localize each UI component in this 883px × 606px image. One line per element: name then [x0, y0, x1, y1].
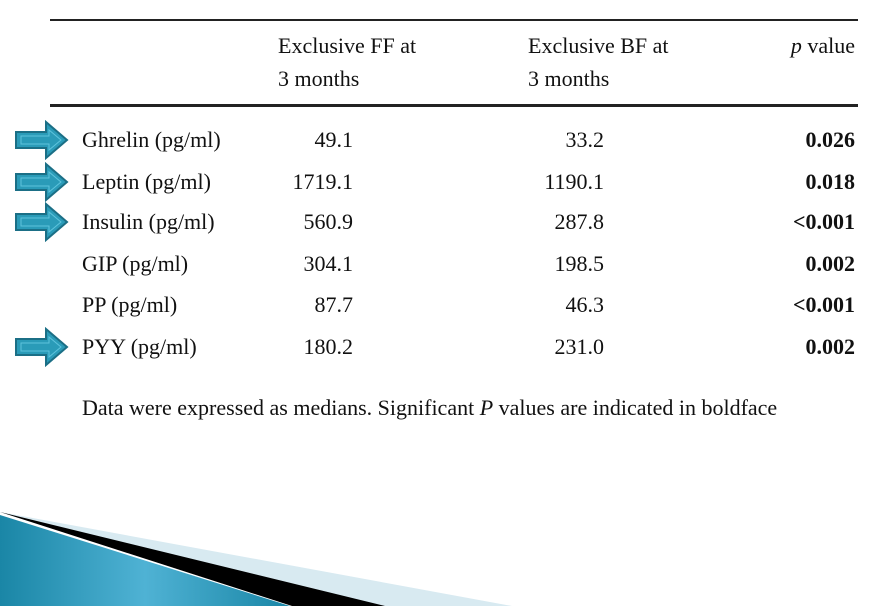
bf-value: 287.8 — [554, 209, 605, 234]
p-value: 0.026 — [805, 127, 856, 152]
header-p-rest: value — [801, 33, 855, 58]
arrow-right-icon — [15, 162, 69, 202]
p-value: 0.002 — [805, 334, 856, 359]
table-row: PYY (pg/ml) 180.2 231.0 0.002 — [0, 327, 883, 367]
row-label: PYY (pg/ml) — [82, 334, 197, 359]
row-label: GIP (pg/ml) — [82, 251, 189, 276]
bf-value: 231.0 — [554, 334, 605, 359]
decorative-blue-triangle — [0, 515, 290, 606]
p-value: 0.018 — [805, 169, 856, 194]
table-row: Insulin (pg/ml) 560.9 287.8 <0.001 — [0, 202, 883, 242]
footnote-text-end: values are indicated in boldface — [493, 395, 778, 420]
bf-value: 198.5 — [554, 251, 605, 276]
p-value: <0.001 — [792, 209, 855, 234]
row-label: Ghrelin (pg/ml) — [82, 127, 221, 152]
footnote-italic: P — [479, 395, 494, 420]
table-row: GIP (pg/ml) 304.1 198.5 0.002 — [0, 244, 883, 284]
p-value: <0.001 — [792, 292, 855, 317]
bf-value: 46.3 — [565, 292, 605, 317]
bf-value: 33.2 — [565, 127, 605, 152]
header-ff: Exclusive FF at 3 months — [278, 29, 416, 95]
ff-value: 1719.1 — [292, 169, 354, 194]
header-bf-line2: 3 months — [528, 66, 610, 91]
header-ff-line1: Exclusive FF at — [278, 33, 417, 58]
table-top-rule — [50, 19, 858, 21]
row-label: Insulin (pg/ml) — [82, 209, 215, 234]
table-row: Ghrelin (pg/ml) 49.1 33.2 0.026 — [0, 120, 883, 160]
header-p-italic: p — [790, 33, 802, 58]
bf-value: 1190.1 — [544, 169, 604, 194]
footnote: Data were expressed as medians. Signific… — [82, 392, 862, 424]
p-value: 0.002 — [805, 251, 856, 276]
header-p-value: p value — [791, 29, 855, 62]
ff-value: 560.9 — [303, 209, 354, 234]
ff-value: 304.1 — [303, 251, 354, 276]
footnote-text: Data were expressed as medians. Signific… — [82, 395, 480, 420]
decorative-black-stripe — [0, 512, 385, 606]
table-row: Leptin (pg/ml) 1719.1 1190.1 0.018 — [0, 162, 883, 202]
table-row: PP (pg/ml) 87.7 46.3 <0.001 — [0, 285, 883, 325]
arrow-right-icon — [15, 120, 69, 160]
decorative-light-stripe — [0, 512, 512, 606]
header-ff-line2: 3 months — [278, 66, 360, 91]
ff-value: 49.1 — [314, 127, 354, 152]
ff-value: 180.2 — [303, 334, 354, 359]
ff-value: 87.7 — [314, 292, 354, 317]
header-bf: Exclusive BF at 3 months — [528, 29, 669, 95]
header-bf-line1: Exclusive BF at — [528, 33, 669, 58]
arrow-right-icon — [15, 202, 69, 242]
arrow-right-icon — [15, 327, 69, 367]
row-label: Leptin (pg/ml) — [82, 169, 211, 194]
table-header-rule — [50, 104, 858, 107]
row-label: PP (pg/ml) — [82, 292, 178, 317]
